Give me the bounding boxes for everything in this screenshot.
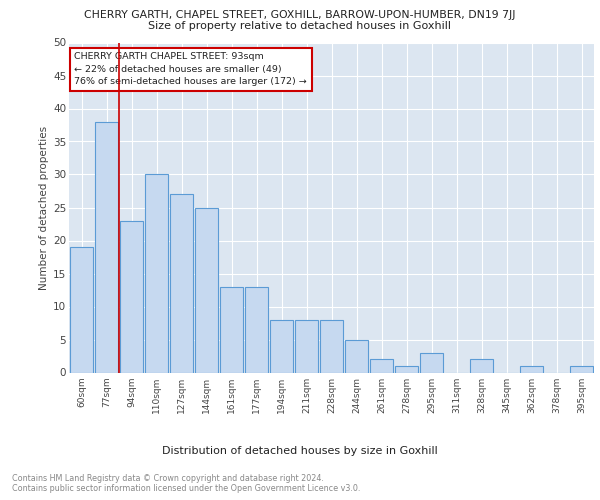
Bar — [395, 366, 418, 372]
Text: CHERRY GARTH, CHAPEL STREET, GOXHILL, BARROW-UPON-HUMBER, DN19 7JJ: CHERRY GARTH, CHAPEL STREET, GOXHILL, BA… — [84, 10, 516, 20]
Bar — [95, 122, 118, 372]
Bar — [344, 340, 368, 372]
Bar — [320, 320, 343, 372]
Bar — [194, 208, 218, 372]
Bar — [419, 352, 443, 372]
Text: Contains HM Land Registry data © Crown copyright and database right 2024.: Contains HM Land Registry data © Crown c… — [12, 474, 324, 483]
Bar — [145, 174, 169, 372]
Text: Size of property relative to detached houses in Goxhill: Size of property relative to detached ho… — [149, 21, 452, 31]
Text: CHERRY GARTH CHAPEL STREET: 93sqm
← 22% of detached houses are smaller (49)
76% : CHERRY GARTH CHAPEL STREET: 93sqm ← 22% … — [74, 52, 307, 86]
Bar — [119, 220, 143, 372]
Bar — [470, 360, 493, 372]
Text: Distribution of detached houses by size in Goxhill: Distribution of detached houses by size … — [162, 446, 438, 456]
Text: Contains public sector information licensed under the Open Government Licence v3: Contains public sector information licen… — [12, 484, 361, 493]
Bar — [569, 366, 593, 372]
Bar — [220, 286, 244, 372]
Bar — [520, 366, 544, 372]
Y-axis label: Number of detached properties: Number of detached properties — [39, 126, 49, 290]
Bar — [269, 320, 293, 372]
Bar — [70, 247, 94, 372]
Bar — [170, 194, 193, 372]
Bar — [370, 360, 394, 372]
Bar — [245, 286, 268, 372]
Bar — [295, 320, 319, 372]
